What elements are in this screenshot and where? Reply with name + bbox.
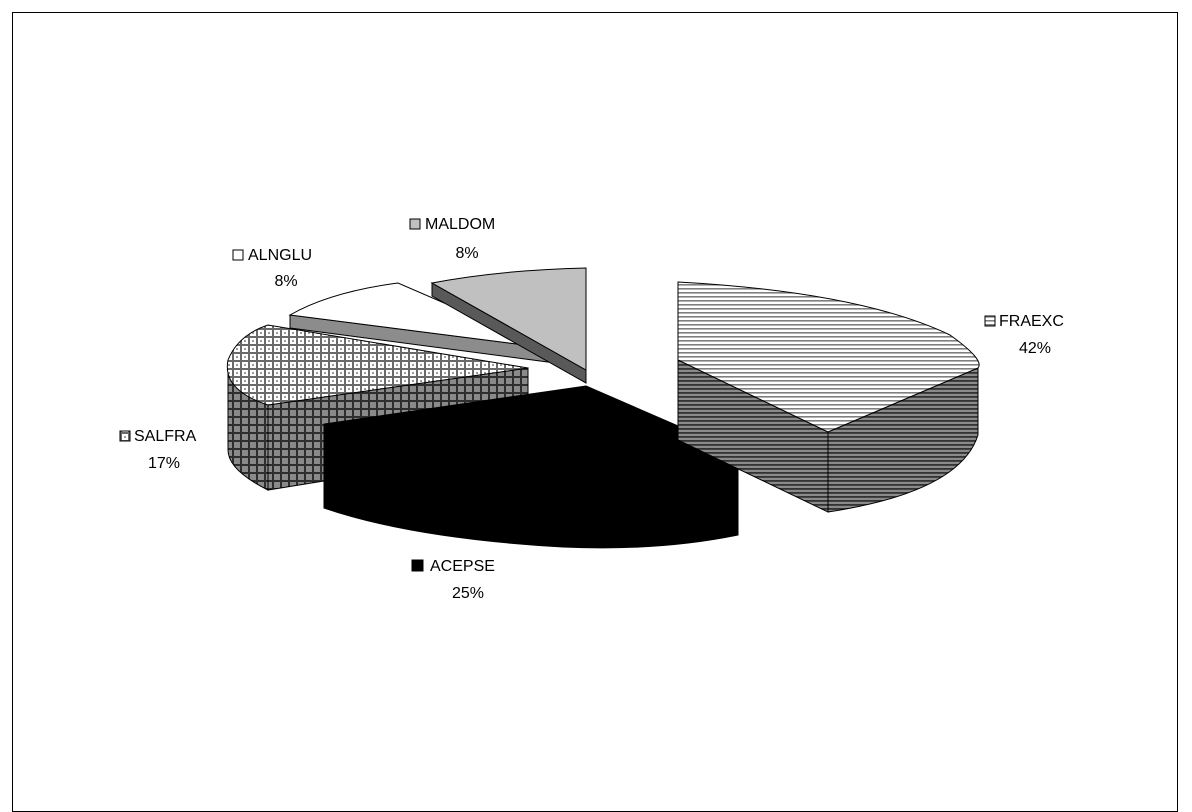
maldom-marker-icon (409, 218, 421, 230)
alnglu-percent-label: 8% (274, 273, 297, 290)
maldom-name-label: MALDOM (425, 216, 495, 233)
fraexc-marker-icon (984, 315, 996, 327)
slice-alnglu-top (288, 282, 549, 349)
slice-fraexc-side-right (827, 367, 979, 513)
slice-acepse (323, 385, 739, 549)
maldom-percent-label: 8% (455, 245, 478, 262)
slice-salfra-top (226, 324, 529, 406)
alnglu-marker-icon (232, 249, 244, 261)
salfra-percent-label: 17% (148, 455, 180, 472)
acepse-percent-label: 25% (452, 585, 484, 602)
data-labels: MALDOM 8% ALNGLU 8% FRAEXC 42% SALFRA 17… (119, 216, 1064, 602)
acepse-name-label: ACEPSE (430, 558, 495, 575)
pie-slices (226, 267, 980, 549)
salfra-marker-icon (119, 430, 131, 442)
slice-maldom-top (430, 267, 587, 371)
acepse-marker-icon (411, 559, 424, 572)
fraexc-name-label: FRAEXC (999, 313, 1064, 330)
salfra-name-label: SALFRA (134, 428, 197, 445)
slice-fraexc-top (677, 281, 980, 433)
fraexc-percent-label: 42% (1019, 340, 1051, 357)
alnglu-name-label: ALNGLU (248, 247, 312, 264)
